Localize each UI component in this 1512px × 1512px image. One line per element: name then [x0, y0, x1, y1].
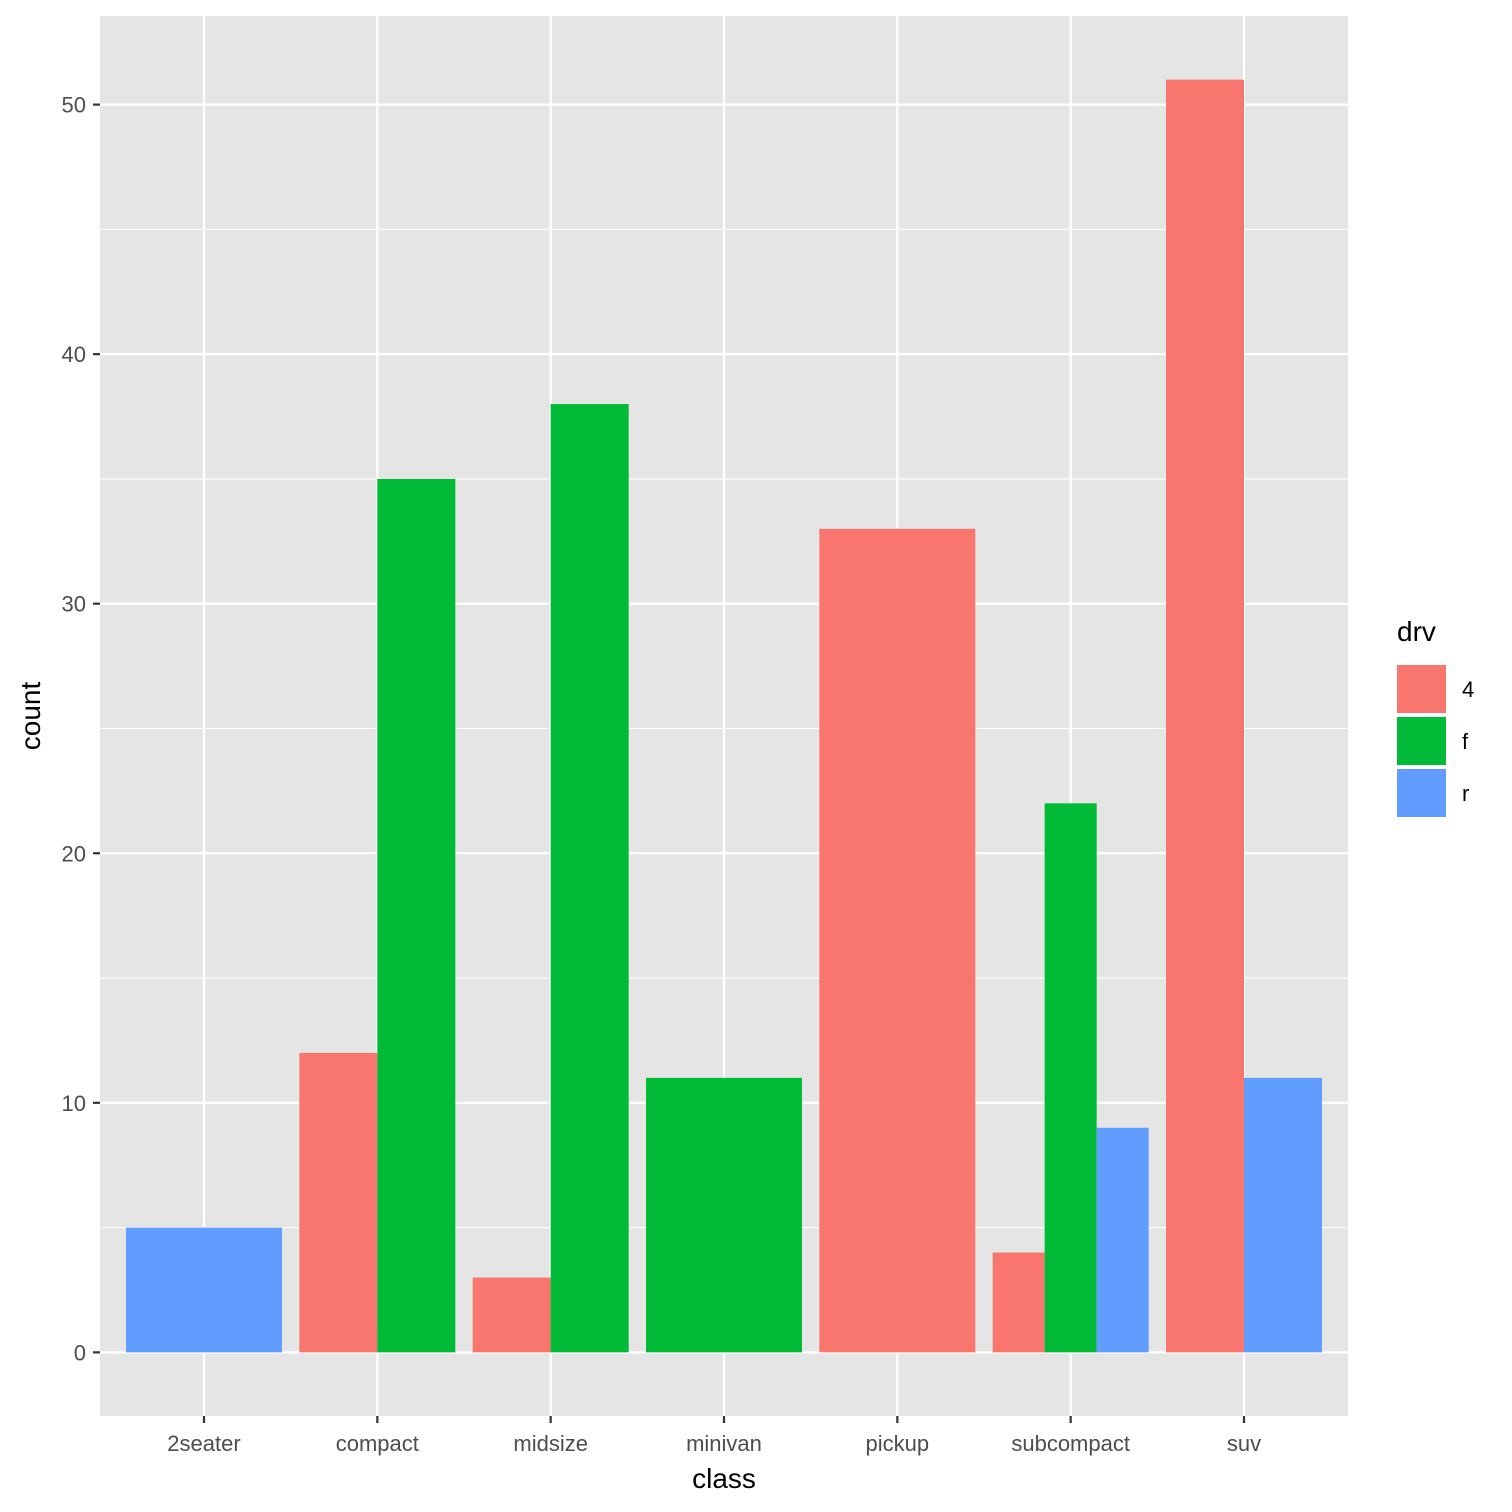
legend: drv 4 f r	[1397, 616, 1474, 817]
x-axis: 2seater compact midsize minivan pickup subcom…	[167, 1416, 1261, 1456]
x-axis-title: class	[692, 1463, 756, 1494]
bar-midsize-4	[472, 1277, 551, 1353]
bar-midsize-f	[550, 404, 629, 1353]
y-tick-label: 0	[74, 1340, 86, 1365]
legend-key-r	[1397, 769, 1446, 817]
x-tick-label: subcompact	[1011, 1431, 1130, 1456]
bar-subcompact-f	[1044, 803, 1097, 1353]
y-tick-label: 20	[62, 841, 86, 866]
bar-suv-4	[1166, 79, 1244, 1353]
bar-subcompact-r	[1096, 1127, 1149, 1353]
x-tick-label: 2seater	[167, 1431, 240, 1456]
y-tick-label: 30	[62, 592, 86, 617]
x-tick-label: minivan	[686, 1431, 762, 1456]
bar-compact-f	[377, 478, 456, 1353]
y-tick-label: 40	[62, 342, 86, 367]
bars	[126, 79, 1322, 1353]
x-tick-label: midsize	[513, 1431, 588, 1456]
bar-2seater-r	[126, 1227, 282, 1353]
x-tick-label: compact	[336, 1431, 419, 1456]
legend-label: f	[1462, 729, 1469, 754]
y-tick-label: 50	[62, 93, 86, 118]
y-tick-label: 10	[62, 1091, 86, 1116]
legend-title: drv	[1397, 616, 1436, 647]
legend-label: r	[1462, 781, 1469, 806]
bar-pickup-4	[819, 528, 976, 1353]
y-axis: 0 10 20 30 40 50	[62, 93, 100, 1365]
bar-compact-4	[299, 1052, 378, 1353]
legend-key-4	[1397, 665, 1446, 713]
legend-label: 4	[1462, 677, 1474, 702]
legend-key-f	[1397, 717, 1446, 765]
x-tick-label: pickup	[866, 1431, 930, 1456]
bar-minivan-f	[646, 1077, 802, 1353]
x-tick-label: suv	[1227, 1431, 1261, 1456]
bar-subcompact-4	[992, 1252, 1045, 1353]
bar-suv-r	[1244, 1077, 1322, 1353]
y-axis-title: count	[15, 682, 46, 751]
